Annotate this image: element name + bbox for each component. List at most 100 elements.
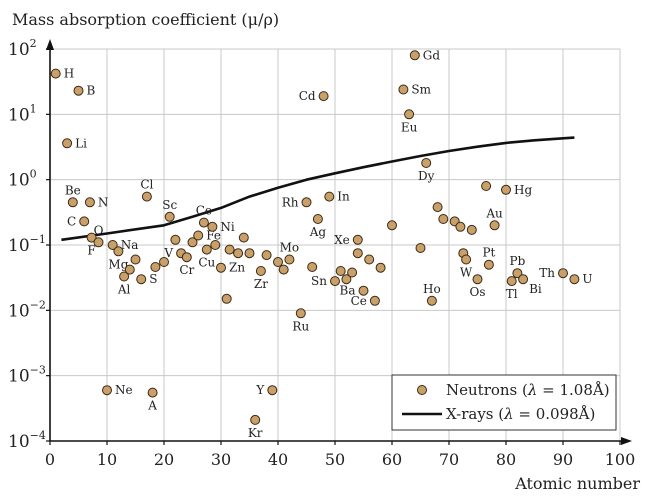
neutron-point [159, 257, 169, 267]
element-label: Th [539, 266, 555, 280]
neutron-point [150, 262, 161, 272]
neutron-point [124, 264, 135, 275]
y-tick-exponent: 1 [30, 102, 37, 115]
y-tick-label: 102 [8, 37, 37, 60]
neutron-point [347, 267, 358, 278]
element-label: Ba [340, 284, 356, 298]
neutron-point [324, 191, 335, 202]
neutron-point [187, 237, 198, 248]
x-tick-label: 10 [97, 450, 117, 469]
element-label: F [87, 244, 95, 258]
element-label: Kr [248, 426, 263, 440]
y-tick-exponent: −3 [30, 364, 46, 377]
element-label: Y [255, 383, 265, 397]
legend-neutrons-label: Neutrons (λ = 1.08Å) [446, 381, 610, 399]
neutron-point [221, 293, 232, 304]
neutron-point [170, 234, 181, 245]
element-label: Cr [179, 263, 194, 277]
neutron-point [67, 197, 78, 208]
element-label: Ce [351, 294, 367, 308]
neutron-point [335, 266, 346, 276]
x-axis-ticks: 0 10 20 30 40 50 60 70 80 90 100 [45, 441, 635, 469]
neutron-point [193, 230, 204, 241]
element-label: Al [117, 283, 131, 297]
neutron-point [238, 232, 249, 243]
neutron-point [244, 248, 255, 259]
neutron-point [426, 295, 437, 306]
neutron-point [438, 214, 449, 224]
element-label: Sm [411, 83, 431, 97]
neutron-point [84, 197, 95, 208]
y-tick-exponent: 0 [30, 168, 37, 181]
neutron-point [352, 248, 363, 259]
x-axis-label: Atomic number [514, 474, 640, 493]
y-tick-label: 10−2 [8, 298, 46, 321]
chart-title: Mass absorption coefficient (μ/ρ) [12, 10, 279, 29]
neutron-point [210, 240, 221, 250]
y-tick-base: 10 [8, 367, 30, 387]
element-label: Pb [510, 254, 526, 268]
neutron-point [295, 308, 306, 319]
neutron-point [207, 221, 218, 232]
neutron-point [278, 264, 289, 275]
neutron-point [398, 84, 409, 95]
neutron-point [318, 91, 329, 102]
neutron-point [255, 266, 266, 276]
neutron-point [375, 262, 386, 273]
element-label: Hg [514, 183, 532, 197]
neutron-point [472, 274, 483, 285]
element-label: A [147, 399, 157, 413]
legend-box [391, 374, 617, 431]
neutron-point [164, 211, 175, 222]
neutron-point [250, 414, 261, 425]
y-tick-base: 10 [8, 40, 30, 60]
neutron-point [518, 274, 529, 285]
y-tick-base: 10 [8, 236, 30, 256]
x-axis-arrow [621, 437, 632, 445]
neutron-point [364, 254, 375, 265]
element-label: Cd [299, 89, 316, 103]
x-tick-label: 80 [496, 450, 516, 469]
neutron-point [141, 191, 152, 202]
neutron-point [86, 232, 97, 243]
legend-neutron-marker [417, 385, 427, 395]
element-label: Mg [108, 257, 128, 271]
element-label: Ag [309, 225, 327, 239]
element-label: Ne [115, 383, 133, 397]
xray-curve [61, 136, 575, 242]
element-label: Ce [196, 204, 212, 218]
neutron-point [489, 220, 500, 231]
element-label: Be [65, 183, 81, 197]
element-label: Ru [292, 319, 309, 333]
x-tick-label: 20 [154, 450, 174, 469]
neutron-point [267, 385, 278, 396]
element-label: V [163, 246, 173, 260]
element-label: W [460, 266, 473, 280]
y-tick-base: 10 [8, 171, 30, 191]
neutron-point [113, 246, 124, 257]
element-label: Cu [198, 256, 215, 270]
neutron-point [369, 295, 380, 306]
element-label: O [94, 223, 104, 237]
element-label: H [64, 67, 74, 81]
neutron-points-series: H Li Be B C N FO Ne Na Mg Al S Cl A Sc V Cr Fe Ce Cu Ni Zn Kr Z… [50, 48, 593, 440]
neutron-point [409, 50, 420, 61]
neutron-point [201, 244, 212, 255]
neutron-point [569, 274, 580, 285]
y-tick-label: 10−4 [8, 429, 46, 452]
legend: Neutrons (λ = 1.08Å) X-rays (λ = 0.098Å) [391, 374, 617, 431]
neutron-point [506, 276, 517, 287]
neutron-point [421, 158, 432, 168]
y-axis-arrow [46, 39, 54, 50]
y-tick-exponent: −4 [30, 429, 46, 442]
element-label: N [98, 195, 109, 209]
neutron-point [415, 243, 426, 253]
y-tick-label: 101 [8, 102, 37, 125]
neutron-point [483, 259, 494, 270]
element-label: Ho [423, 282, 441, 296]
element-label: Mo [280, 241, 300, 255]
neutron-point [307, 262, 318, 272]
element-label: Sn [311, 274, 327, 288]
x-tick-label: 90 [553, 450, 573, 469]
element-label: Li [75, 136, 87, 150]
